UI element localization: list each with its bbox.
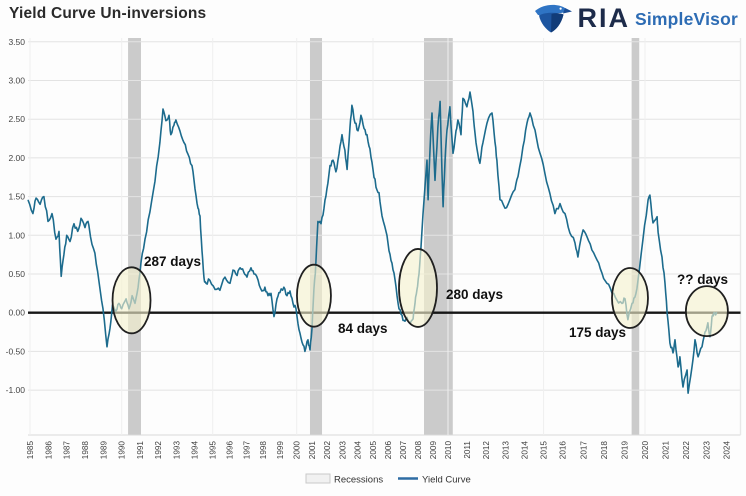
x-tick-label: 2021 xyxy=(661,441,670,460)
x-tick-label: 2012 xyxy=(482,441,491,460)
x-tick-label: 1990 xyxy=(118,441,127,460)
un-inversion-ellipse xyxy=(398,248,438,328)
y-tick-label: 0.50 xyxy=(8,269,25,279)
y-tick-label: -1.00 xyxy=(6,385,26,395)
x-tick-label: 1993 xyxy=(172,441,181,460)
x-tick-label: 2005 xyxy=(369,441,378,460)
un-inversion-ellipse xyxy=(296,263,332,328)
x-axis-labels: 1985 1986 1987 1988 1989 1990 1991 1992 1993 1994… xyxy=(26,441,732,460)
x-tick-label: 1991 xyxy=(136,441,145,460)
x-tick-label: 2007 xyxy=(399,441,408,460)
x-tick-label: 1985 xyxy=(26,441,35,460)
x-tick-label: 2008 xyxy=(414,441,423,460)
legend-recessions-label: Recessions xyxy=(334,475,383,486)
x-tick-label: 2002 xyxy=(323,441,332,460)
un-inversion-ellipse xyxy=(611,267,649,329)
x-tick-label: 2019 xyxy=(620,441,629,460)
un-inversion-ellipse xyxy=(684,285,729,338)
x-tick-label: 2006 xyxy=(384,441,393,460)
recession-band xyxy=(631,38,640,435)
x-tick-label: 2000 xyxy=(293,441,302,460)
x-tick-label: 2014 xyxy=(520,441,529,460)
annotation-days-label: ?? days xyxy=(677,272,728,287)
annotation-days-label: 175 days xyxy=(569,325,626,340)
y-tick-label: 1.50 xyxy=(8,192,25,202)
page-title: Yield Curve Un-inversions xyxy=(9,5,207,22)
x-tick-label: 1996 xyxy=(226,441,235,460)
annotation-days-label: 84 days xyxy=(338,321,388,336)
x-tick-label: 2020 xyxy=(641,441,650,460)
brand-name: RIA xyxy=(577,3,630,33)
annotation-days-label: 280 days xyxy=(446,287,503,302)
x-tick-label: 2013 xyxy=(501,441,510,460)
legend-recessions-swatch xyxy=(305,473,331,484)
x-tick-label: 2024 xyxy=(723,441,732,460)
y-tick-label: 3.00 xyxy=(8,76,25,86)
brand-logo: RIA SimpleVisor xyxy=(532,2,738,34)
un-inversion-ellipse xyxy=(111,266,152,335)
gridlines xyxy=(28,38,742,436)
x-tick-label: 1986 xyxy=(44,441,53,460)
x-tick-label: 1989 xyxy=(99,441,108,460)
x-tick-label: 2004 xyxy=(354,441,363,460)
recession-band xyxy=(309,38,323,435)
highlight-ellipses xyxy=(111,248,729,338)
x-tick-label: 2016 xyxy=(559,441,568,460)
x-tick-label: 1999 xyxy=(276,441,285,460)
y-axis-labels: 3.50 3.00 2.50 2.00 1.50 1.00 0.50 0.00 -0.50 -1.… xyxy=(6,37,26,395)
y-tick-label: 2.50 xyxy=(8,114,25,124)
x-tick-label: 2011 xyxy=(463,441,472,459)
y-tick-label: 1.00 xyxy=(8,230,25,240)
x-tick-label: 2023 xyxy=(702,441,711,460)
x-tick-label: 2003 xyxy=(338,441,347,460)
x-tick-label: 2017 xyxy=(579,441,588,460)
y-tick-label: 0.00 xyxy=(8,308,25,318)
y-tick-label: 2.00 xyxy=(8,153,25,163)
x-tick-label: 1987 xyxy=(63,441,72,460)
x-tick-label: 1994 xyxy=(191,441,200,460)
x-tick-label: 2018 xyxy=(600,441,609,460)
annotation-days-label: 287 days xyxy=(144,254,201,269)
recession-bands xyxy=(128,38,640,435)
series-layer xyxy=(27,91,718,394)
legend-yield-curve-label: Yield Curve xyxy=(422,475,471,486)
x-tick-label: 1992 xyxy=(154,441,163,460)
y-tick-label: -0.50 xyxy=(6,346,26,356)
x-tick-label: 1995 xyxy=(209,441,218,460)
x-tick-label: 1997 xyxy=(242,441,251,460)
annotations: 287 days 84 days 280 days 175 days ?? days xyxy=(144,254,728,340)
x-tick-label: 1998 xyxy=(259,441,268,460)
brand-product: SimpleVisor xyxy=(634,9,738,29)
x-tick-label: 1988 xyxy=(81,441,90,460)
y-tick-label: 3.50 xyxy=(8,37,25,47)
x-tick-label: 2022 xyxy=(682,441,691,460)
x-tick-label: 2015 xyxy=(540,441,549,460)
x-tick-label: 2010 xyxy=(444,441,453,460)
yield-curve-line xyxy=(27,91,718,394)
x-tick-label: 2009 xyxy=(429,441,438,460)
chart-legend: Recessions Yield Curve xyxy=(305,473,471,486)
x-tick-label: 2001 xyxy=(308,441,317,460)
recession-band xyxy=(128,38,141,435)
ria-eagle-icon xyxy=(535,4,573,33)
